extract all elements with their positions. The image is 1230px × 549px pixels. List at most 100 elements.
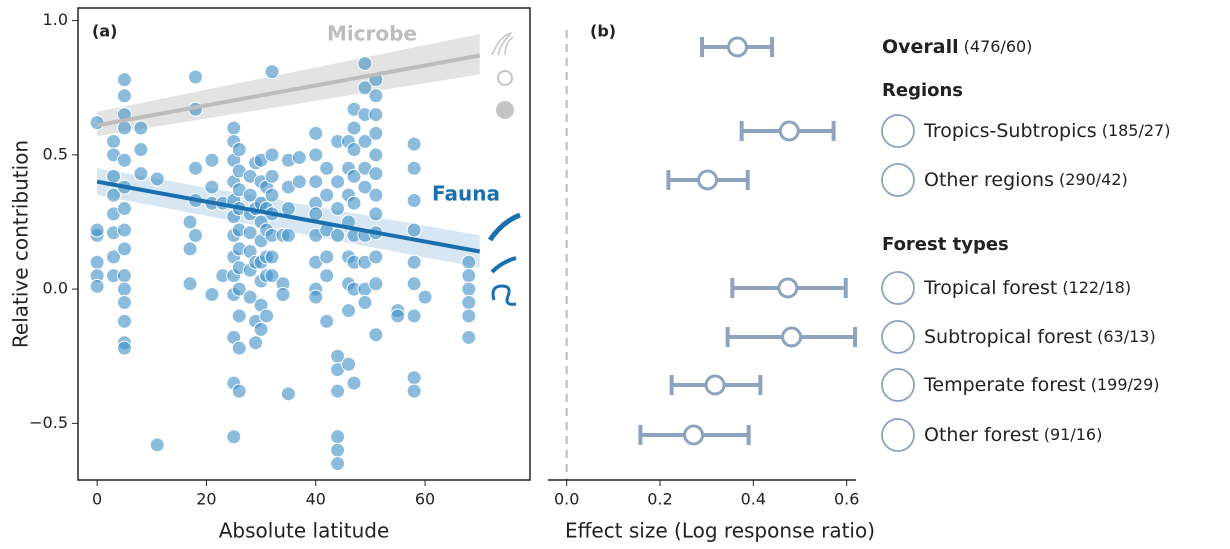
point	[264, 147, 280, 163]
point	[116, 295, 132, 311]
point	[308, 289, 324, 305]
x-axis-label: Effect size (Log response ratio)	[565, 519, 875, 543]
point	[330, 456, 346, 472]
point	[188, 160, 204, 176]
point	[89, 278, 105, 294]
point	[106, 133, 122, 149]
point	[275, 286, 291, 302]
category: Overall	[882, 36, 959, 58]
point	[253, 321, 269, 337]
point	[149, 171, 165, 187]
point	[291, 150, 307, 166]
point	[330, 429, 346, 445]
point	[319, 313, 335, 329]
row-label: Other forest (91/16)	[924, 424, 1102, 446]
count: (185/27)	[1102, 121, 1171, 140]
point	[368, 187, 384, 203]
confidence-band	[97, 34, 480, 137]
point	[319, 249, 335, 265]
point	[116, 340, 132, 356]
point	[346, 195, 362, 211]
point	[89, 222, 105, 238]
point	[341, 356, 357, 372]
point	[368, 206, 384, 222]
fit-line	[96, 179, 481, 254]
estimate	[777, 277, 799, 299]
x-tick-label: 0.2	[647, 490, 672, 509]
point	[133, 166, 149, 182]
icons-a	[487, 32, 521, 306]
panel-label: (b)	[590, 22, 616, 41]
forest-icon	[881, 271, 915, 305]
point	[368, 147, 384, 163]
point	[346, 375, 362, 391]
point	[182, 276, 198, 292]
forest-icon	[881, 320, 915, 354]
estimate	[726, 36, 748, 58]
region-icon	[881, 114, 915, 148]
point	[461, 268, 477, 284]
point	[204, 286, 220, 302]
point	[319, 187, 335, 203]
point	[368, 107, 384, 123]
point	[357, 179, 373, 195]
point	[226, 429, 242, 445]
point	[116, 222, 132, 238]
point	[406, 308, 422, 324]
point	[280, 227, 296, 243]
point	[330, 442, 346, 458]
points	[89, 56, 477, 472]
category: Tropical forest	[923, 277, 1057, 299]
point	[116, 281, 132, 297]
point	[319, 268, 335, 284]
count: (91/16)	[1044, 425, 1103, 444]
row-label: Tropical forest (122/18)	[923, 277, 1131, 299]
point	[231, 281, 247, 297]
point	[264, 187, 280, 203]
count: (476/60)	[964, 37, 1033, 56]
estimate	[697, 169, 719, 191]
point	[368, 125, 384, 141]
point	[368, 249, 384, 265]
point	[406, 136, 422, 152]
point	[291, 174, 307, 190]
point	[106, 187, 122, 203]
fauna-icon	[491, 284, 517, 306]
point	[308, 147, 324, 163]
y-tick-label: 0.5	[43, 144, 68, 163]
count: (122/18)	[1062, 278, 1131, 297]
point	[406, 222, 422, 238]
y-tick-label: 0.0	[43, 279, 68, 298]
point	[116, 88, 132, 104]
category: Tropics-Subtropics	[923, 120, 1097, 142]
row-label: Other regions (290/42)	[924, 169, 1128, 191]
point	[116, 313, 132, 329]
point	[182, 241, 198, 257]
point	[133, 120, 149, 136]
group-header: Forest types	[882, 234, 1009, 255]
point	[106, 249, 122, 265]
point	[264, 64, 280, 80]
point	[308, 125, 324, 141]
point	[188, 227, 204, 243]
point	[341, 303, 357, 319]
point	[357, 80, 373, 96]
point	[116, 152, 132, 168]
estimate	[683, 424, 705, 446]
point	[204, 179, 220, 195]
x-axis-label: Absolute latitude	[219, 519, 390, 543]
point	[264, 249, 280, 265]
point	[116, 241, 132, 257]
point	[116, 72, 132, 88]
point	[406, 160, 422, 176]
point	[149, 437, 165, 453]
icons-b	[881, 114, 915, 452]
estimate	[781, 326, 803, 348]
category: Subtropical forest	[924, 326, 1092, 348]
plot-frame	[77, 7, 531, 481]
x-tick-label: 0.0	[554, 490, 579, 509]
microbe-icon	[497, 70, 513, 86]
point	[259, 308, 275, 324]
point	[182, 214, 198, 230]
